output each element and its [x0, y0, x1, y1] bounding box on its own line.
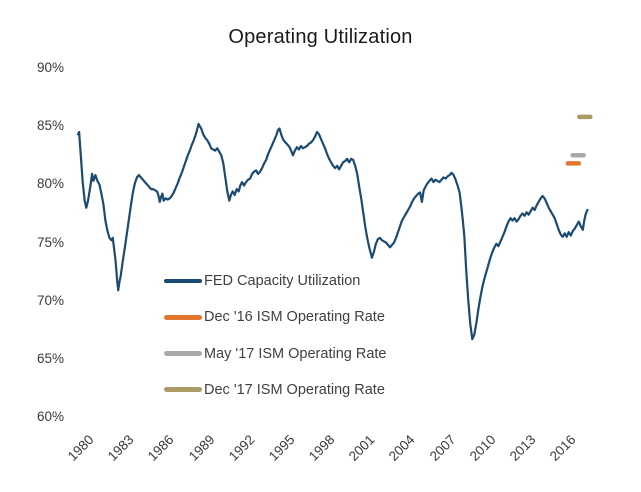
legend: FED Capacity Utilization Dec '16 ISM Oper…: [164, 272, 387, 417]
y-axis-tick-label: 65%: [36, 351, 64, 366]
y-axis-tick-label: 75%: [36, 234, 64, 250]
legend-item: FED Capacity Utilization: [164, 272, 387, 290]
y-axis-tick-label: 85%: [36, 118, 64, 134]
legend-swatch-dash-icon: [164, 314, 202, 320]
legend-label: Dec '16 ISM Operating Rate: [204, 309, 385, 326]
y-axis-tick-label: 70%: [36, 292, 64, 308]
legend-swatch-dash-icon: [164, 387, 202, 393]
legend-swatch-line-icon: [164, 279, 202, 283]
legend-item: Dec '17 ISM Operating Rate: [164, 381, 387, 399]
y-axis-tick-label: 80%: [36, 176, 64, 192]
fed-capacity-utilization-line: [76, 122, 589, 341]
chart-title: Operating Utilization: [228, 26, 413, 48]
legend-label: May '17 ISM Operating Rate: [204, 345, 387, 362]
legend-label: Dec '17 ISM Operating Rate: [204, 381, 385, 398]
y-axis-tick-label: 90%: [36, 60, 64, 75]
legend-item: Dec '16 ISM Operating Rate: [164, 308, 387, 326]
y-axis-tick-label: 60%: [36, 409, 64, 425]
legend-swatch-dash-icon: [164, 351, 202, 357]
legend-item: May '17 ISM Operating Rate: [164, 345, 387, 363]
legend-label: FED Capacity Utilization: [204, 273, 361, 289]
